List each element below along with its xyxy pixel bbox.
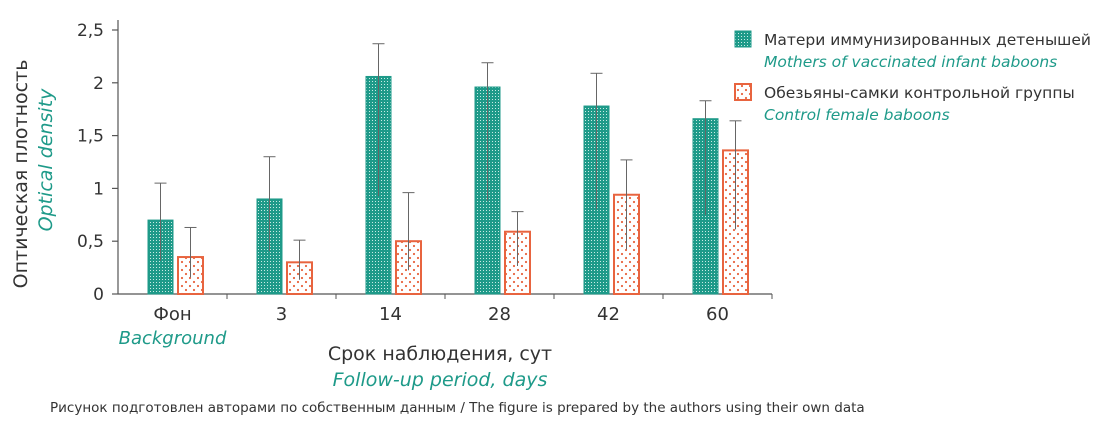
legend-label: Матери иммунизированных детенышей	[764, 31, 1091, 49]
figure-caption: Рисунок подготовлен авторами по собствен…	[50, 400, 865, 416]
x-tick-label: 3	[276, 304, 287, 325]
y-axis-title-en: Optical density	[35, 88, 57, 232]
x-tick-label: 60	[706, 304, 729, 325]
x-tick-label: Фон	[153, 304, 191, 325]
y-tick-label: 2	[93, 74, 104, 94]
x-axis-title: Срок наблюдения, сут	[328, 343, 552, 365]
legend-label: Обезьяны-самки контрольной группы	[764, 84, 1075, 102]
legend-swatch-control	[734, 83, 752, 101]
x-tick-label: 14	[379, 304, 402, 325]
y-tick-label: 1	[93, 179, 104, 199]
y-tick-label: 0	[93, 285, 104, 305]
x-tick-label: 42	[597, 304, 620, 325]
legend-label-en: Control female baboons	[764, 106, 950, 124]
x-tick-label-en: Background	[119, 328, 227, 349]
y-tick-label: 2,5	[77, 21, 104, 41]
x-axis-title-en: Follow-up period, days	[333, 369, 548, 391]
legend-label-en: Mothers of vaccinated infant baboons	[764, 53, 1057, 71]
bar-chart: 0 0,5 1 1,5 2 2,5 Фон Background 3 14 28 42 60 Срок н…	[10, 20, 1091, 391]
x-tick-label: 28	[488, 304, 511, 325]
legend-swatch-mothers	[734, 30, 752, 48]
y-tick-label: 0,5	[77, 232, 104, 252]
y-axis-title: Оптическая плотность	[10, 60, 32, 289]
y-tick-label: 1,5	[77, 127, 104, 147]
